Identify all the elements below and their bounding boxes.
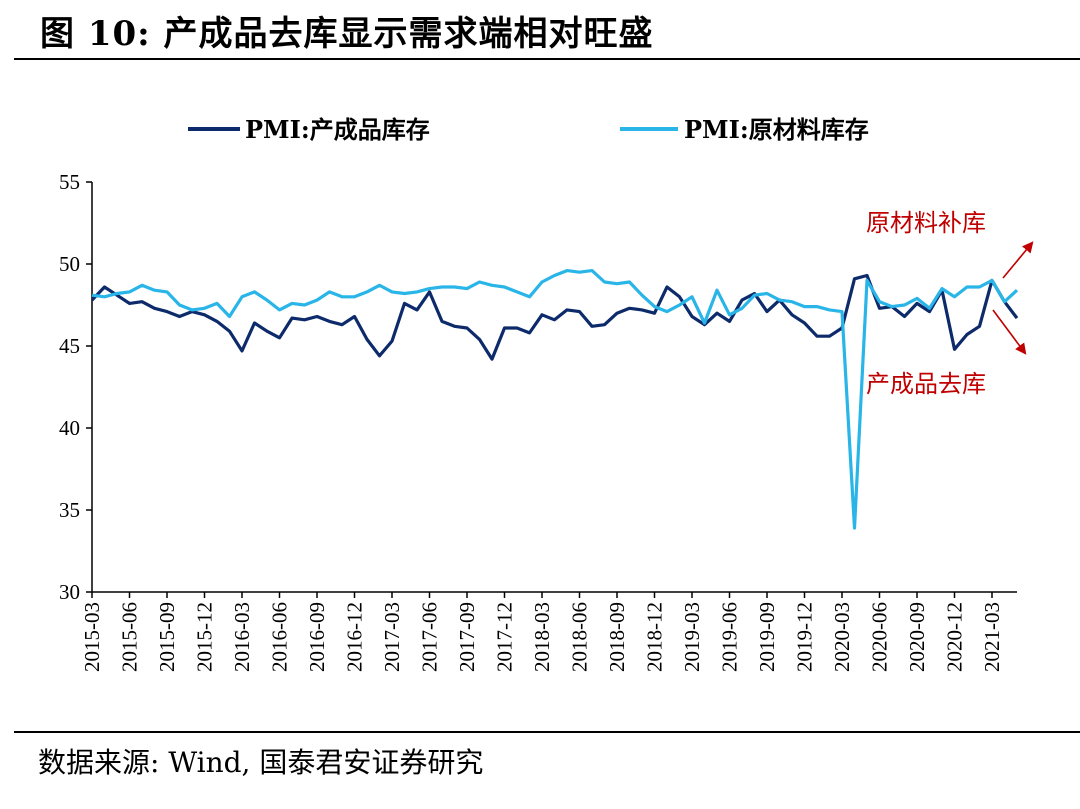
x-tick-label: 2020-12	[943, 602, 967, 672]
x-tick-label: 2020-09	[905, 602, 929, 672]
title-divider	[14, 58, 1080, 60]
y-tick-label: 30	[59, 580, 80, 604]
x-tick-label: 2016-12	[343, 602, 367, 672]
x-tick-label: 2015-12	[193, 602, 217, 672]
x-tick-label: 2016-06	[268, 602, 292, 672]
x-tick-label: 2015-06	[118, 602, 142, 672]
x-tick-label: 2019-03	[680, 602, 704, 672]
x-tick-label: 2017-12	[493, 602, 517, 672]
x-tick-label: 2018-03	[530, 602, 554, 672]
y-tick-label: 40	[59, 416, 80, 440]
x-tick-label: 2017-06	[418, 602, 442, 672]
x-axis-ticks: 2015-03 2015-06 2015-09 2015-12 2016-03 2016-…	[80, 592, 1004, 672]
source-divider	[14, 731, 1080, 733]
annotation-raw-restock: 原材料补库	[866, 209, 986, 237]
x-tick-label: 2020-06	[868, 602, 892, 672]
series-line-raw-materials	[91, 269, 1019, 530]
x-tick-label: 2018-09	[605, 602, 629, 672]
annotation-arrow-up	[1002, 241, 1034, 279]
x-tick-label: 2017-03	[380, 602, 404, 672]
x-tick-label: 2016-09	[305, 602, 329, 672]
x-tick-label: 2019-09	[755, 602, 779, 672]
x-tick-label: 2018-12	[643, 602, 667, 672]
x-tick-label: 2019-12	[793, 602, 817, 672]
y-tick-label: 45	[59, 334, 80, 358]
x-tick-label: 2017-09	[455, 602, 479, 672]
y-axis-ticks: 30 35 40 45 50 55	[59, 170, 92, 604]
series-line-finished-goods	[90, 273, 1019, 361]
annotation-arrow-down	[992, 309, 1027, 355]
line-chart: PMI:产成品库存 PMI:原材料库存 30 35 40 45 50 55 2015-03…	[59, 115, 1034, 672]
legend: PMI:产成品库存 PMI:原材料库存	[188, 115, 869, 144]
x-tick-label: 2015-09	[155, 602, 179, 672]
legend-label-finished-goods: PMI:产成品库存	[245, 115, 430, 144]
x-tick-label: 2019-06	[718, 602, 742, 672]
x-tick-label: 2021-03	[980, 602, 1004, 672]
y-tick-label: 55	[59, 170, 80, 194]
x-tick-label: 2016-03	[230, 602, 254, 672]
y-tick-label: 35	[59, 498, 80, 522]
x-tick-label: 2018-06	[568, 602, 592, 672]
figure-source: 数据来源: Wind, 国泰君安证券研究	[38, 746, 484, 779]
figure-title: 图 10: 产成品去库显示需求端相对旺盛	[40, 14, 654, 54]
x-tick-label: 2020-03	[830, 602, 854, 672]
annotation-finished-destock: 产成品去库	[866, 370, 986, 398]
x-tick-label: 2015-03	[80, 602, 104, 672]
legend-label-raw-materials: PMI:原材料库存	[684, 115, 869, 144]
y-tick-label: 50	[59, 252, 80, 276]
